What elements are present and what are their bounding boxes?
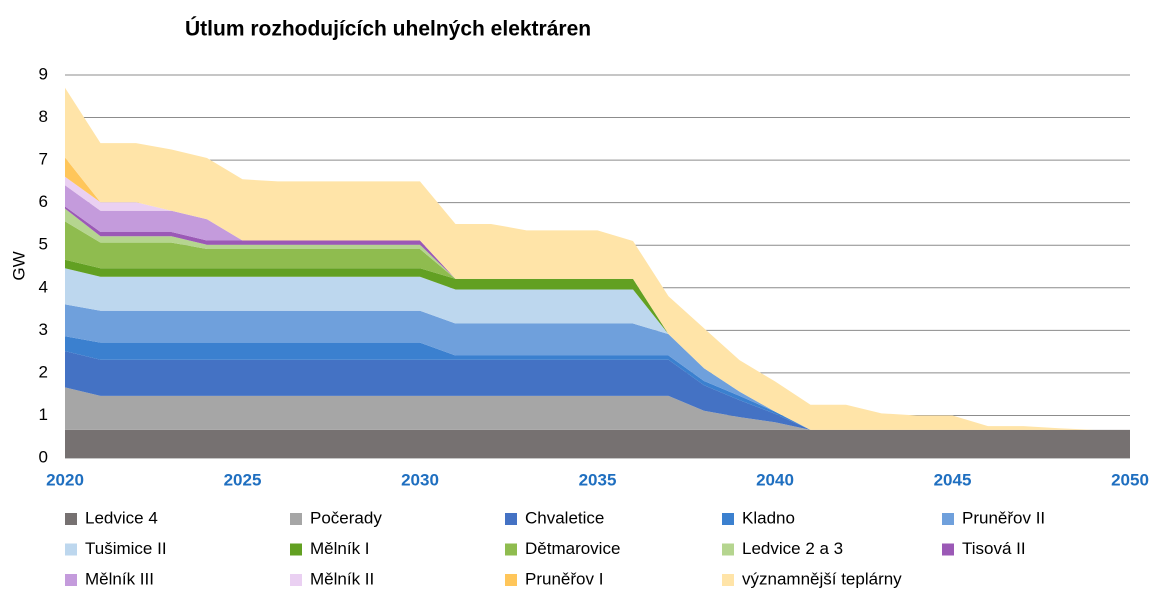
area [65, 351, 1130, 430]
legend-swatch [290, 543, 302, 556]
legend-swatch [722, 574, 734, 586]
legend-label: Tisová II [962, 539, 1026, 558]
x-tick-label: 2050 [1111, 470, 1149, 489]
y-tick-label: 7 [39, 150, 48, 169]
y-tick-label: 1 [39, 405, 48, 424]
area [65, 268, 1130, 430]
area [65, 429, 1130, 458]
legend-label: Pruněřov II [962, 508, 1045, 527]
area [65, 259, 1130, 430]
legend-swatch [722, 513, 734, 525]
legend-label: Tušimice II [85, 539, 167, 558]
legend-swatch [65, 543, 77, 556]
x-tick-label: 2045 [934, 470, 972, 489]
legend-label: Kladno [742, 508, 795, 527]
y-tick-label: 3 [39, 320, 48, 339]
legend-swatch [290, 513, 302, 525]
y-tick-label: 2 [39, 362, 48, 381]
legend-swatch [505, 513, 517, 525]
y-tick-label: 9 [39, 64, 48, 83]
legend-label: Pruněřov I [525, 569, 603, 588]
legend-label: Ledvice 2 a 3 [742, 539, 843, 558]
area [65, 387, 1130, 430]
area [65, 336, 1130, 430]
chart-title: Útlum rozhodujících uhelných elektráren [185, 17, 591, 41]
x-tick-label: 2025 [224, 470, 262, 489]
y-axis-label: GW [9, 251, 28, 280]
y-tick-label: 8 [39, 107, 48, 126]
x-tick-label: 2040 [756, 470, 794, 489]
y-tick-label: 0 [39, 447, 48, 466]
legend-swatch [65, 513, 77, 525]
y-tick-label: 4 [39, 277, 48, 296]
y-tick-label: 6 [39, 192, 48, 211]
x-tick-label: 2035 [579, 470, 617, 489]
legend-swatch [65, 574, 77, 586]
legend-label: Ledvice 4 [85, 508, 158, 527]
legend-swatch [942, 513, 954, 525]
x-tick-label: 2030 [401, 470, 439, 489]
x-tick-label: 2020 [46, 470, 84, 489]
legend-label: Dětmarovice [525, 539, 620, 558]
legend-swatch [722, 543, 734, 556]
legend-swatch [942, 543, 954, 556]
legend-swatch [290, 574, 302, 586]
legend-label: Mělník I [310, 539, 370, 558]
area [65, 87, 1130, 430]
legend-swatch [505, 574, 517, 586]
area [65, 304, 1130, 430]
legend-swatch [505, 543, 517, 556]
legend-label: Počerady [310, 508, 382, 527]
legend-label: významnější teplárny [742, 569, 902, 588]
y-tick-label: 5 [39, 235, 48, 254]
legend-label: Mělník II [310, 569, 374, 588]
legend-label: Chvaletice [525, 508, 604, 527]
legend-label: Mělník III [85, 569, 154, 588]
